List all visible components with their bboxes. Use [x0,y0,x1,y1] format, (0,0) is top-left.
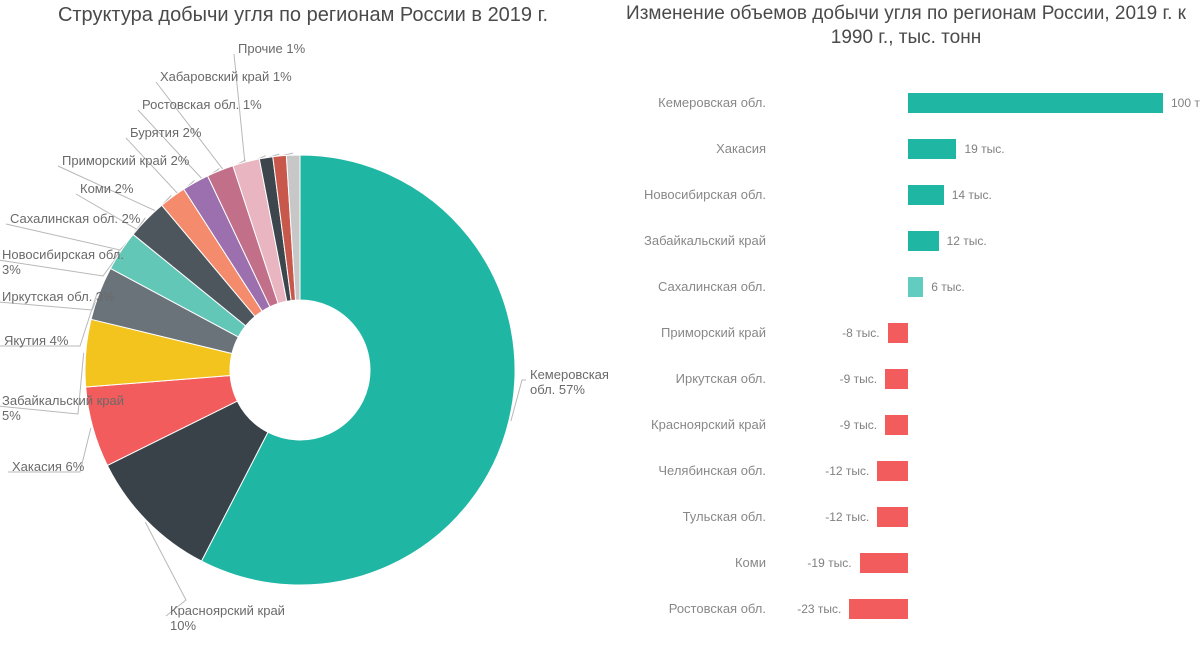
bar-value-label: -19 тыс. [807,556,851,570]
bar-rect [885,369,908,389]
bar-row: Новосибирская обл. 14 тыс. [616,172,1196,218]
bar-row: Коми -19 тыс. [616,540,1196,586]
bar-value-label: -12 тыс. [825,510,869,524]
bar-value-label: -9 тыс. [840,372,877,386]
donut-slice-label: Бурятия 2% [130,126,201,141]
bar-chart: Кемеровская обл.100 тыс. Хакасия 19 тыс. Но… [616,80,1196,640]
bar-value-label: -23 тыс. [797,602,841,616]
right-chart-title: Изменение объемов добычи угля по региона… [616,2,1196,50]
bar-rect [908,231,939,251]
donut-slice-label: Кемеровская обл. 57% [530,368,620,398]
bar-rect [860,553,908,573]
bar-category-label: Сахалинская обл. [616,279,766,294]
bar-row: Кемеровская обл.100 тыс. [616,80,1196,126]
bar-category-label: Хакасия [616,141,766,156]
bar-category-label: Коми [616,555,766,570]
bar-row: Челябинская обл. -12 тыс. [616,448,1196,494]
bar-category-label: Иркутская обл. [616,371,766,386]
bar-row: Забайкальский край 12 тыс. [616,218,1196,264]
donut-slice-label: Забайкальский край 5% [2,394,142,424]
bar-row: Тульская обл. -12 тыс. [616,494,1196,540]
donut-slice-label: Приморский край 2% [62,154,189,169]
bar-value-label: 6 тыс. [931,280,964,294]
donut-slice-label: Иркутская обл. 3% [2,290,115,305]
bar-row: Иркутская обл. -9 тыс. [616,356,1196,402]
donut-chart: Кемеровская обл. 57% Красноярский край 10… [0,0,620,653]
bar-rect [908,277,923,297]
bar-rect [849,599,908,619]
bar-category-label: Приморский край [616,325,766,340]
donut-slice-label: Красноярский край 10% [170,604,310,634]
bar-value-label: -8 тыс. [842,326,879,340]
bar-row: Ростовская обл. -23 тыс. [616,586,1196,632]
bar-rect [888,323,908,343]
bar-category-label: Красноярский край [616,417,766,432]
bar-value-label: 14 тыс. [952,188,992,202]
bar-category-label: Ростовская обл. [616,601,766,616]
bar-rect [877,507,908,527]
bar-row: Красноярский край -9 тыс. [616,402,1196,448]
bar-category-label: Забайкальский край [616,233,766,248]
bar-row: Хакасия 19 тыс. [616,126,1196,172]
donut-slice-label: Ростовская обл. 1% [142,98,262,113]
donut-slice-label: Новосибирская обл. 3% [2,248,142,278]
bar-value-label: -12 тыс. [825,464,869,478]
bar-value-label: 12 тыс. [947,234,987,248]
bar-value-label: 100 тыс. [1171,96,1200,110]
bar-rect [908,93,1163,113]
donut-slice-label: Прочие 1% [238,42,305,57]
bar-rect [908,185,944,205]
bar-rect [877,461,908,481]
donut-slice-label: Сахалинская обл. 2% [10,212,140,227]
bar-category-label: Челябинская обл. [616,463,766,478]
bar-rect [885,415,908,435]
donut-slice-label: Коми 2% [80,182,133,197]
donut-slice-label: Хакасия 6% [12,460,84,475]
donut-slice-label: Хабаровский край 1% [160,70,292,85]
bar-value-label: 19 тыс. [964,142,1004,156]
bar-value-label: -9 тыс. [840,418,877,432]
bar-category-label: Тульская обл. [616,509,766,524]
bar-row: Сахалинская обл. 6 тыс. [616,264,1196,310]
bar-category-label: Новосибирская обл. [616,187,766,202]
bar-row: Приморский край -8 тыс. [616,310,1196,356]
bar-category-label: Кемеровская обл. [616,95,766,110]
donut-slice-label: Якутия 4% [4,334,68,349]
bar-rect [908,139,956,159]
